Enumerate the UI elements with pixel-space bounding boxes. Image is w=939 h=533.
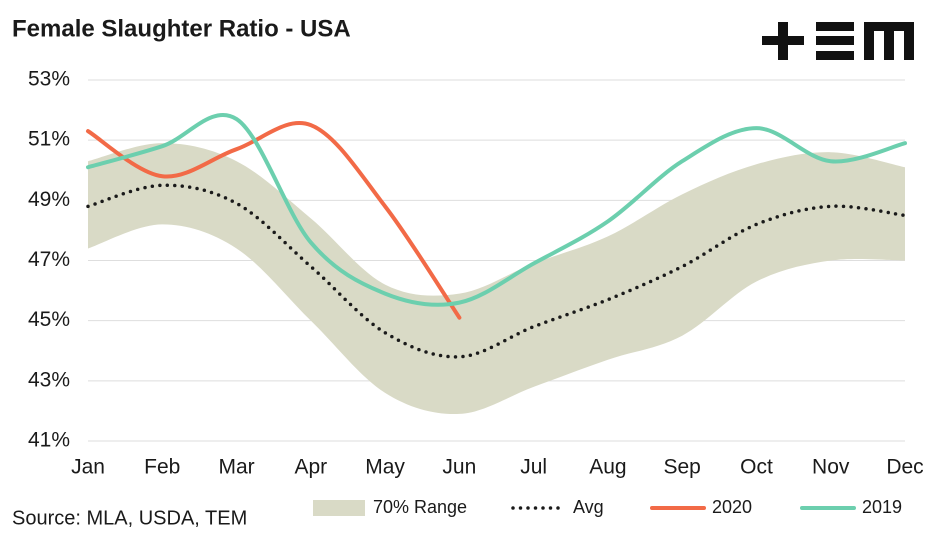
x-tick-label: Aug (589, 456, 626, 479)
x-tick-label: Sep (663, 456, 700, 479)
x-tick-label: Dec (886, 456, 923, 479)
y-tick-label: 53% (28, 68, 70, 91)
y-tick-label: 41% (28, 429, 70, 452)
series-line (86, 113, 907, 307)
source: Source: MLA, USDA, TEM (12, 507, 247, 529)
y-tick-label: 43% (28, 368, 70, 391)
legend-swatch (313, 500, 365, 516)
x-tick-label: Oct (740, 456, 773, 479)
legend-label: 2020 (712, 497, 752, 517)
y-tick-label: 47% (28, 248, 70, 271)
x-tick-label: Feb (144, 456, 180, 479)
x-tick-label: Apr (294, 456, 327, 479)
legend-label: Avg (573, 497, 604, 517)
x-tick-label: Nov (812, 456, 850, 479)
series-line (86, 183, 907, 359)
range-band (88, 143, 905, 415)
y-tick-label: 51% (28, 128, 70, 151)
x-tick-label: Mar (218, 456, 254, 479)
legend-label: 70% Range (373, 497, 467, 517)
x-tick-label: Jun (442, 456, 476, 479)
x-tick-label: Jul (520, 456, 547, 479)
logo (762, 22, 914, 60)
y-tick-label: 45% (28, 308, 70, 331)
chart-title: Female Slaughter Ratio - USA (12, 15, 351, 42)
y-tick-label: 49% (28, 188, 70, 211)
x-tick-label: Jan (71, 456, 105, 479)
legend-label: 2019 (862, 497, 902, 517)
series-line (86, 121, 462, 320)
x-tick-label: May (365, 456, 405, 479)
